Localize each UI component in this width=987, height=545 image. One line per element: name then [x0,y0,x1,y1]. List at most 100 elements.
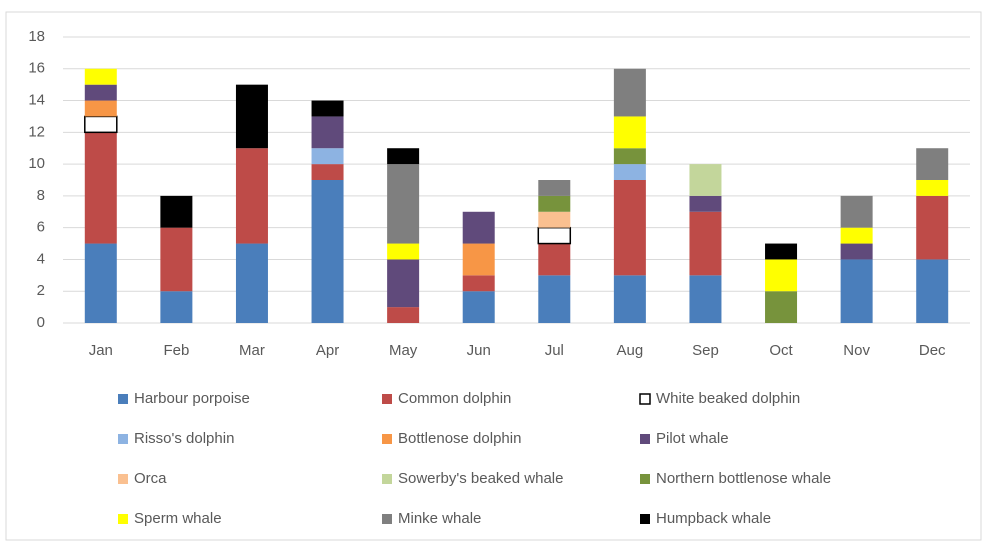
legend-swatch [382,514,392,524]
legend-label: Pilot whale [656,430,729,447]
bar-segment [613,68,646,117]
legend-label: Humpback whale [656,510,771,527]
bar-segment [84,100,117,117]
x-tick-label: Jun [467,342,491,359]
legend-label: Orca [134,470,167,487]
legend-swatch [118,394,128,404]
x-tick-label: May [389,342,418,359]
bar-segment [311,148,344,165]
bar-segment [84,84,117,101]
x-tick-label: Aug [617,342,644,359]
legend-swatch [382,474,392,484]
bar-segment [235,84,268,149]
y-tick-label: 2 [37,282,45,299]
y-tick-label: 6 [37,219,45,236]
bar-segment [916,195,949,260]
x-tick-label: Feb [163,342,189,359]
bar-segment [311,100,344,117]
bar-segment [765,243,798,260]
bar-segment [84,115,118,134]
y-tick-label: 4 [37,250,45,267]
legend-swatch [118,514,128,524]
legend-label: Minke whale [398,510,481,527]
x-tick-label: Nov [843,342,870,359]
legend-swatch [118,434,128,444]
legend-label: Risso's dolphin [134,430,234,447]
bar-segment [689,211,722,276]
bar-segment [613,275,646,323]
bar-segment [840,259,873,323]
legend-swatch [118,474,128,484]
bar-segment [538,195,571,212]
bar-segment [538,180,571,196]
bar-segment [387,259,420,308]
bar-segment [689,275,722,323]
legend-swatch [382,434,392,444]
legend-swatch [640,474,650,484]
bar-segment [84,132,117,244]
legend-label: Harbour porpoise [134,390,250,407]
bar-segment [160,291,193,323]
bar-segment [538,243,571,276]
bar-segment [538,275,571,323]
bar-segment [613,180,646,276]
bar-segment [160,195,193,228]
legend-label: Bottlenose dolphin [398,430,521,447]
bar-segment [689,164,722,196]
bar-segment [916,259,949,323]
bar-segment [387,243,420,260]
bar-segment [235,243,268,323]
legend-swatch [640,514,650,524]
y-tick-label: 16 [28,60,45,77]
bar-segment [840,227,873,244]
bar-segment [311,116,344,149]
y-tick-label: 12 [28,123,45,140]
y-tick-label: 18 [28,28,45,45]
legend-label: Common dolphin [398,390,511,407]
x-tick-label: Oct [769,342,793,359]
bar-segment [916,180,949,196]
legend-label: White beaked dolphin [656,390,800,407]
bar-segment [160,227,193,292]
x-tick-label: Dec [919,342,946,359]
bar-segment [537,226,572,245]
bar-segment [538,211,571,228]
bar-segment [613,164,646,180]
y-tick-label: 0 [37,314,45,331]
y-tick-label: 8 [37,187,45,204]
y-tick-label: 14 [28,92,45,109]
legend-label: Sowerby's beaked whale [398,470,563,487]
legend-label: Sperm whale [134,510,222,527]
bar-segment [916,148,949,180]
x-tick-label: Apr [316,342,339,359]
legend-label: Northern bottlenose whale [656,470,831,487]
legend-swatch [382,394,392,404]
bar-segment [387,148,420,165]
x-tick-label: Jul [545,342,564,359]
bar-segment [613,116,646,149]
bar-segment [387,307,420,323]
legend-swatch [639,393,651,405]
bar-segment [311,180,344,323]
bar-segment [84,243,117,323]
bar-segment [765,259,798,292]
bar-segment [462,275,495,292]
bar-segment [840,243,873,260]
bar-segment [311,164,344,180]
x-tick-label: Sep [692,342,719,359]
bar-segment [765,291,798,323]
bar-segment [235,148,268,244]
bar-segment [462,211,495,244]
legend-swatch [640,434,650,444]
bar-segment [840,195,873,228]
bar-segment [613,148,646,165]
x-tick-label: Mar [239,342,265,359]
x-tick-label: Jan [89,342,113,359]
y-tick-label: 10 [28,155,45,172]
bar-segment [462,291,495,323]
bar-segment [689,195,722,212]
bar-segment [84,68,117,85]
bar-segment [387,164,420,244]
bar-segment [462,243,495,276]
